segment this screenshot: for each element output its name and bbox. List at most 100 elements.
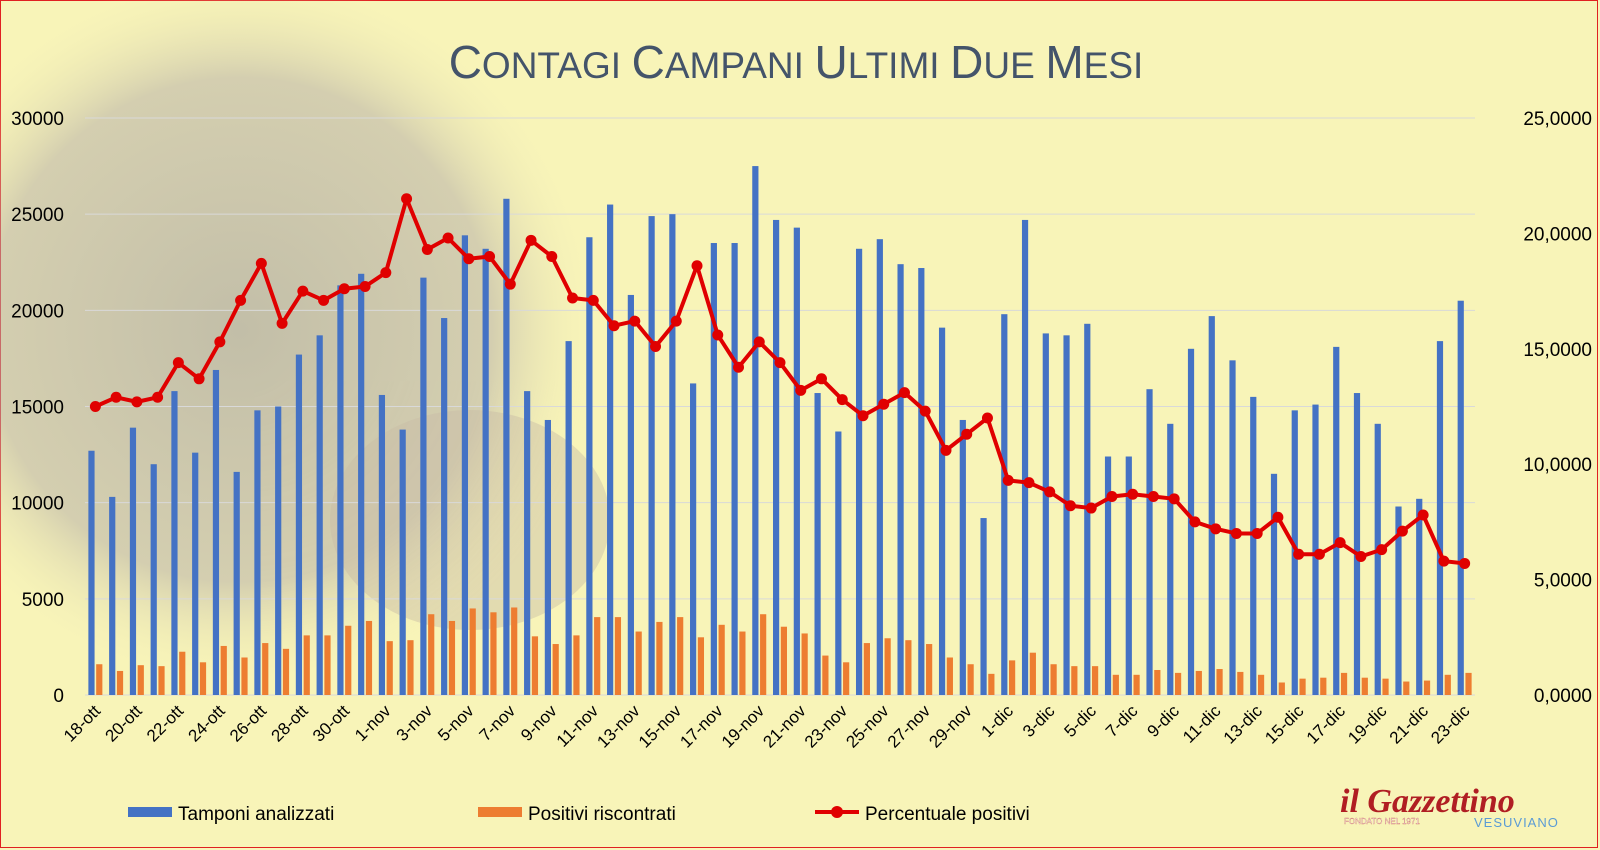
- bar-tamponi: [233, 471, 240, 695]
- x-tick-label: 18-ott: [60, 701, 104, 745]
- point-percentuale: [193, 373, 205, 385]
- series-tamponi-bars: [88, 166, 1464, 696]
- y-right-tick-label: 20,0000: [1523, 224, 1592, 245]
- bar-positivi: [345, 625, 352, 695]
- x-tick-label: 13-dic: [1220, 701, 1267, 748]
- bar-positivi: [988, 673, 995, 695]
- bar-tamponi: [793, 227, 800, 695]
- point-percentuale: [1293, 548, 1305, 560]
- x-tick-label: 9-dic: [1144, 701, 1184, 741]
- point-percentuale: [401, 193, 413, 205]
- bar-positivi: [1361, 677, 1368, 695]
- bar-tamponi: [1353, 393, 1361, 695]
- bar-positivi: [718, 624, 725, 695]
- bar-positivi: [760, 614, 767, 695]
- bar-positivi: [365, 620, 373, 695]
- bar-positivi: [1133, 674, 1140, 695]
- bar-tamponi: [1167, 423, 1174, 695]
- bar-tamponi: [835, 431, 842, 695]
- x-tick-label: 22-ott: [143, 701, 187, 745]
- bar-positivi: [614, 617, 622, 695]
- x-tick-label: 1-dic: [978, 701, 1018, 741]
- bar-positivi: [199, 662, 207, 695]
- y-axis-right: 0,0000 5,0000 10,0000 15,0000 20,0000 25,0000: [1523, 109, 1592, 707]
- bar-positivi: [1195, 670, 1202, 695]
- bar-tamponi: [938, 327, 946, 695]
- bar-positivi: [96, 664, 103, 695]
- point-percentuale: [1313, 548, 1325, 560]
- x-tick-label: 1-nov: [351, 701, 395, 745]
- bar-positivi: [428, 614, 435, 695]
- point-percentuale: [1085, 502, 1097, 514]
- point-percentuale: [504, 278, 516, 290]
- point-percentuale: [1002, 474, 1014, 486]
- bar-tamponi: [337, 285, 344, 695]
- bar-tamponi: [1250, 396, 1257, 695]
- x-tick-label: 5-dic: [1061, 701, 1101, 741]
- logo-subtitle: VESUVIANO: [1474, 815, 1559, 830]
- bar-positivi: [1050, 664, 1057, 695]
- bar-positivi: [137, 665, 144, 695]
- point-percentuale: [318, 294, 330, 306]
- x-tick-label: 15-nov: [635, 701, 686, 752]
- y-left-tick-label: 20000: [11, 301, 64, 322]
- point-percentuale: [1355, 551, 1367, 563]
- bar-tamponi: [295, 354, 303, 695]
- series-positivi-bars: [96, 607, 1472, 695]
- point-percentuale: [546, 250, 558, 262]
- x-tick-label: 3-nov: [393, 701, 437, 745]
- bar-positivi: [1029, 652, 1036, 695]
- bar-positivi: [303, 635, 310, 695]
- legend-label-tamponi: Tamponi analizzati: [178, 804, 334, 825]
- y-right-tick-label: 0,0000: [1534, 686, 1592, 707]
- bar-tamponi: [627, 294, 634, 695]
- x-tick-label: 19-dic: [1344, 701, 1391, 748]
- bar-tamponi: [1021, 219, 1029, 696]
- bar-tamponi: [648, 216, 655, 695]
- bar-tamponi: [1208, 316, 1215, 695]
- bar-positivi: [843, 662, 850, 695]
- bar-tamponi: [1104, 456, 1112, 695]
- bar-tamponi: [1146, 389, 1153, 695]
- point-percentuale: [981, 412, 993, 424]
- bar-positivi: [573, 635, 580, 695]
- bar-positivi: [863, 643, 870, 695]
- bar-tamponi: [1042, 333, 1049, 695]
- x-tick-label: 24-ott: [184, 701, 228, 745]
- bar-positivi: [511, 607, 518, 695]
- bar-tamponi: [752, 166, 759, 696]
- bar-tamponi: [1229, 360, 1236, 695]
- bar-positivi: [1071, 666, 1078, 695]
- x-tick-label: 27-nov: [884, 701, 935, 752]
- bar-tamponi: [1374, 423, 1381, 695]
- point-percentuale: [1064, 500, 1076, 512]
- bar-tamponi: [1436, 341, 1444, 695]
- bar-tamponi: [316, 335, 323, 695]
- bar-positivi: [1174, 672, 1182, 695]
- x-tick-label: 19-nov: [718, 701, 769, 752]
- bar-tamponi: [710, 243, 717, 695]
- bar-positivi: [324, 635, 331, 695]
- bar-tamponi: [461, 235, 469, 695]
- point-percentuale: [442, 232, 454, 244]
- bar-positivi: [220, 645, 227, 695]
- point-percentuale: [608, 320, 620, 332]
- bar-tamponi: [1312, 404, 1319, 695]
- x-tick-label: 17-dic: [1303, 701, 1350, 748]
- x-tick-label: 11-dic: [1179, 701, 1225, 747]
- bar-tamponi: [192, 452, 199, 695]
- point-percentuale: [774, 357, 786, 369]
- series-percentuale-line: [89, 193, 1471, 569]
- bar-positivi: [967, 664, 974, 695]
- bar-positivi: [1382, 678, 1389, 695]
- point-percentuale: [670, 315, 682, 327]
- x-tick-label: 21-dic: [1386, 701, 1433, 748]
- point-percentuale: [567, 292, 579, 304]
- point-percentuale: [961, 428, 973, 440]
- bar-tamponi: [524, 391, 531, 695]
- bar-tamponi: [690, 383, 697, 695]
- x-tick-label: 21-nov: [759, 701, 810, 752]
- y-left-tick-label: 5000: [22, 590, 64, 611]
- bar-positivi: [262, 643, 269, 695]
